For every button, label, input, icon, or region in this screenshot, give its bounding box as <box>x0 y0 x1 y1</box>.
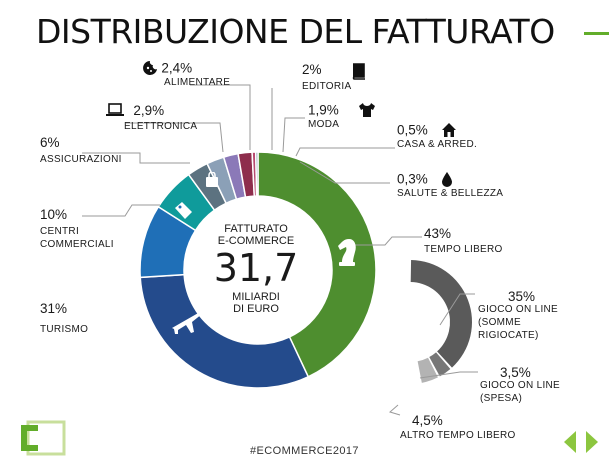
pct-assicurazioni: 6% <box>40 135 60 150</box>
label-centri-commerciali: 10% CENTRI COMMERCIALI <box>40 208 114 251</box>
sub-slice-gioco-on-line-spesa <box>429 352 451 377</box>
chess-knight-icon <box>338 239 356 266</box>
tshirt-icon <box>359 103 376 117</box>
cap-gioco-somme-3: RIGIOCATE) <box>478 330 539 341</box>
center-line-ecommerce: E-COMMERCE <box>217 235 295 247</box>
pct-turismo: 31% <box>40 301 68 316</box>
footer-hashtag: #ECOMMERCE2017 <box>250 445 359 457</box>
label-editoria: 2% EDITORIA <box>302 62 367 93</box>
label-salute: 0,3% SALUTE & BELLEZZA <box>397 171 503 200</box>
pct-gioco-somme: 35% <box>508 289 536 304</box>
label-altro-tempo-libero: 4,5% ALTRO TEMPO LIBERO <box>400 414 516 442</box>
cookie-icon <box>143 61 157 75</box>
cap-altro: ALTRO TEMPO LIBERO <box>400 430 516 441</box>
center-line-fatturato: FATTURATO <box>224 223 288 235</box>
cap-casa: CASA & ARRED. <box>397 139 478 150</box>
laptop-icon <box>106 103 124 116</box>
cap-centri-2: COMMERCIALI <box>40 239 114 250</box>
pct-editoria: 2% <box>302 62 322 78</box>
drop-icon <box>442 172 453 187</box>
label-gioco-somme: 35% GIOCO ON LINE (SOMME RIGIOCATE) <box>478 290 558 342</box>
pct-elettronica: 2,9% <box>133 102 165 118</box>
label-casa: 0,5% CASA & ARRED. <box>397 122 477 151</box>
center-line-euro: DI EURO <box>233 303 279 315</box>
cap-assicurazioni: ASSICURAZIONI <box>40 154 122 165</box>
label-moda: 1,9% MODA <box>308 102 376 131</box>
center-caption-bottom: MILIARDI DI EURO <box>196 291 316 315</box>
label-tempo-libero: 43% TEMPO LIBERO <box>424 227 503 256</box>
cap-gioco-spesa-1: GIOCO ON LINE <box>480 380 561 391</box>
label-elettronica: 2,9% ELETTRONICA <box>106 103 197 133</box>
cap-turismo: TURISMO <box>40 324 89 335</box>
cap-elettronica: ELETTRONICA <box>124 121 198 132</box>
pct-altro: 4,5% <box>412 413 443 428</box>
cap-moda: MODA <box>308 119 340 130</box>
title-rule <box>584 32 609 35</box>
label-assicurazioni: 6% ASSICURAZIONI <box>40 136 122 166</box>
arrow-left-icon[interactable] <box>563 430 577 454</box>
arrow-right-icon[interactable] <box>585 430 599 454</box>
pct-centri: 10% <box>40 207 68 222</box>
book-icon <box>352 63 365 80</box>
slice-salute-bellezza <box>255 151 259 197</box>
cap-gioco-somme-2: (SOMME <box>478 317 521 328</box>
label-alimentare: 2,4% ALIMENTARE <box>142 60 230 89</box>
label-turismo: 31% TURISMO <box>40 302 88 336</box>
cap-gioco-somme-1: GIOCO ON LINE <box>478 304 559 315</box>
shopping-bag-icon <box>206 172 218 187</box>
leader-lines <box>82 84 478 416</box>
house-icon <box>442 123 457 137</box>
pct-casa: 0,5% <box>397 122 428 138</box>
cap-centri-1: CENTRI <box>40 226 80 237</box>
pct-moda: 1,9% <box>308 102 339 118</box>
sub-slice-gioco-on-line-somme-rigiocate <box>410 260 472 368</box>
cap-alimentare: ALIMENTARE <box>164 77 231 88</box>
cap-tempo: TEMPO LIBERO <box>424 244 503 255</box>
center-caption-top: FATTURATO E-COMMERCE <box>196 223 316 247</box>
donut-hole <box>184 196 332 344</box>
pct-tempo: 43% <box>424 226 452 241</box>
cap-salute: SALUTE & BELLEZZA <box>397 188 504 199</box>
center-total-value: 31,7 <box>213 246 299 290</box>
pct-alimentare: 2,4% <box>161 60 193 76</box>
pct-salute: 0,3% <box>397 171 428 187</box>
pct-gioco-spesa: 3,5% <box>500 365 531 380</box>
page-title: DISTRIBUZIONE DEL FATTURATO <box>36 12 555 51</box>
cap-gioco-spesa-2: (SPESA) <box>480 393 523 404</box>
label-gioco-spesa: 3,5% GIOCO ON LINE (SPESA) <box>480 366 560 405</box>
airplane-icon <box>172 312 202 334</box>
price-tag-icon <box>175 202 192 219</box>
center-line-miliardi: MILIARDI <box>232 291 280 303</box>
logo-c-icon <box>21 420 66 456</box>
cap-editoria: EDITORIA <box>302 81 352 92</box>
